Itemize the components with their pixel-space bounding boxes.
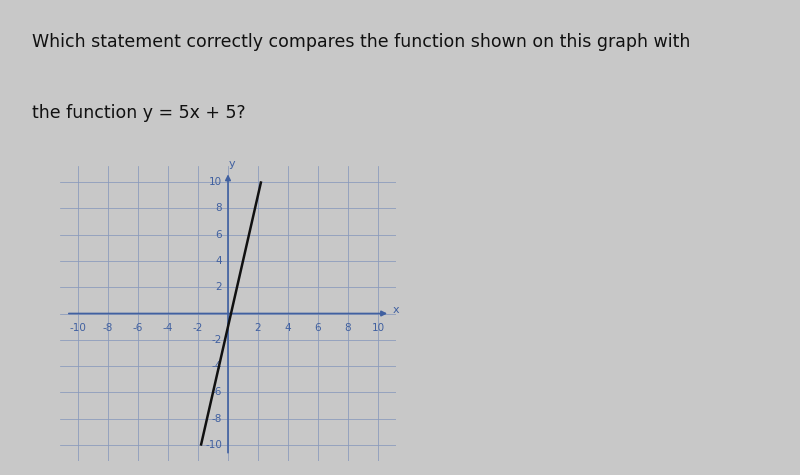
Text: -4: -4 <box>212 361 222 371</box>
Text: -2: -2 <box>193 323 203 332</box>
Text: 10: 10 <box>371 323 385 332</box>
Text: the function y = 5x + 5?: the function y = 5x + 5? <box>32 104 246 123</box>
Text: y: y <box>229 159 235 169</box>
Text: Which statement correctly compares the function shown on this graph with: Which statement correctly compares the f… <box>32 33 690 51</box>
Text: -6: -6 <box>212 388 222 398</box>
Text: -2: -2 <box>212 335 222 345</box>
Text: 10: 10 <box>209 177 222 187</box>
Text: -10: -10 <box>70 323 86 332</box>
Text: 2: 2 <box>254 323 262 332</box>
Text: -10: -10 <box>205 440 222 450</box>
Text: -8: -8 <box>212 414 222 424</box>
Text: -4: -4 <box>163 323 173 332</box>
Text: x: x <box>393 304 400 314</box>
Text: -6: -6 <box>133 323 143 332</box>
Text: 4: 4 <box>215 256 222 266</box>
Text: 6: 6 <box>215 229 222 239</box>
Text: 8: 8 <box>215 203 222 213</box>
Text: 8: 8 <box>345 323 351 332</box>
Text: -8: -8 <box>103 323 113 332</box>
Text: 2: 2 <box>215 282 222 292</box>
Text: 4: 4 <box>285 323 291 332</box>
Text: 6: 6 <box>314 323 322 332</box>
